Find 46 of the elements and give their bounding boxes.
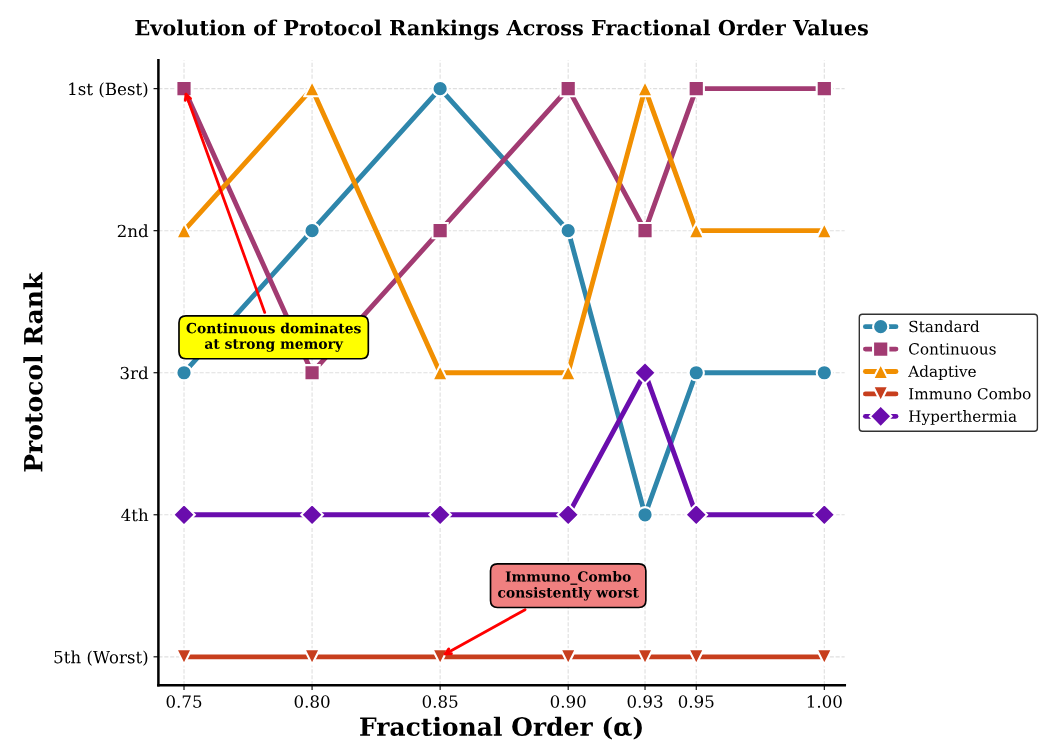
y-tick-label: 2nd: [117, 224, 149, 238]
point: [636, 222, 654, 240]
y-tick-label: 3rd: [120, 366, 149, 380]
annotation: Immuno_Combo consistently worst: [498, 571, 639, 601]
point: [687, 364, 705, 382]
point: [687, 79, 705, 98]
point: [815, 79, 833, 98]
point: [303, 648, 321, 666]
point: [559, 79, 577, 98]
point: [684, 502, 709, 527]
x-tick-label: 0.95: [678, 695, 714, 708]
y-tick-label: 5th (Worst): [54, 650, 148, 666]
x-axis-title: Fractional Order (α): [360, 716, 642, 740]
point: [300, 502, 324, 527]
x-tick-label: 1.00: [807, 695, 842, 708]
point: [303, 79, 321, 98]
legend-label: Hyperthermia: [909, 410, 1017, 426]
x-tick-label: 0.85: [422, 695, 458, 708]
point: [175, 364, 193, 382]
point: [556, 502, 581, 527]
legend-label: Standard: [909, 320, 980, 333]
legend-label: Immuno Combo: [909, 387, 1031, 400]
annotation: Continuous dominates at strong memory: [186, 322, 361, 352]
point: [431, 79, 449, 98]
point: [815, 364, 833, 382]
point: [303, 364, 321, 382]
point: [172, 502, 196, 527]
point: [812, 502, 837, 527]
point: [428, 502, 452, 527]
y-axis-title: Protocol Rank: [23, 272, 43, 472]
y-tick-label: 1st (Best): [69, 82, 148, 98]
legend-label: Continuous: [909, 343, 996, 355]
point: [175, 79, 193, 98]
x-tick-label: 0.75: [166, 695, 202, 708]
point: [636, 506, 654, 524]
chart-title: Evolution of Protocol Rankings Across Fractional Order Values: [135, 19, 868, 40]
x-tick-label: 0.93: [627, 695, 663, 708]
y-tick-label: 4th: [121, 508, 149, 522]
point: [303, 222, 321, 240]
x-tick-label: 0.90: [550, 695, 586, 708]
point: [431, 222, 449, 240]
x-tick-label: 0.80: [294, 695, 330, 708]
legend-label: Adaptive: [908, 365, 976, 381]
point: [559, 222, 577, 240]
point: [633, 360, 657, 385]
point: [636, 648, 654, 666]
